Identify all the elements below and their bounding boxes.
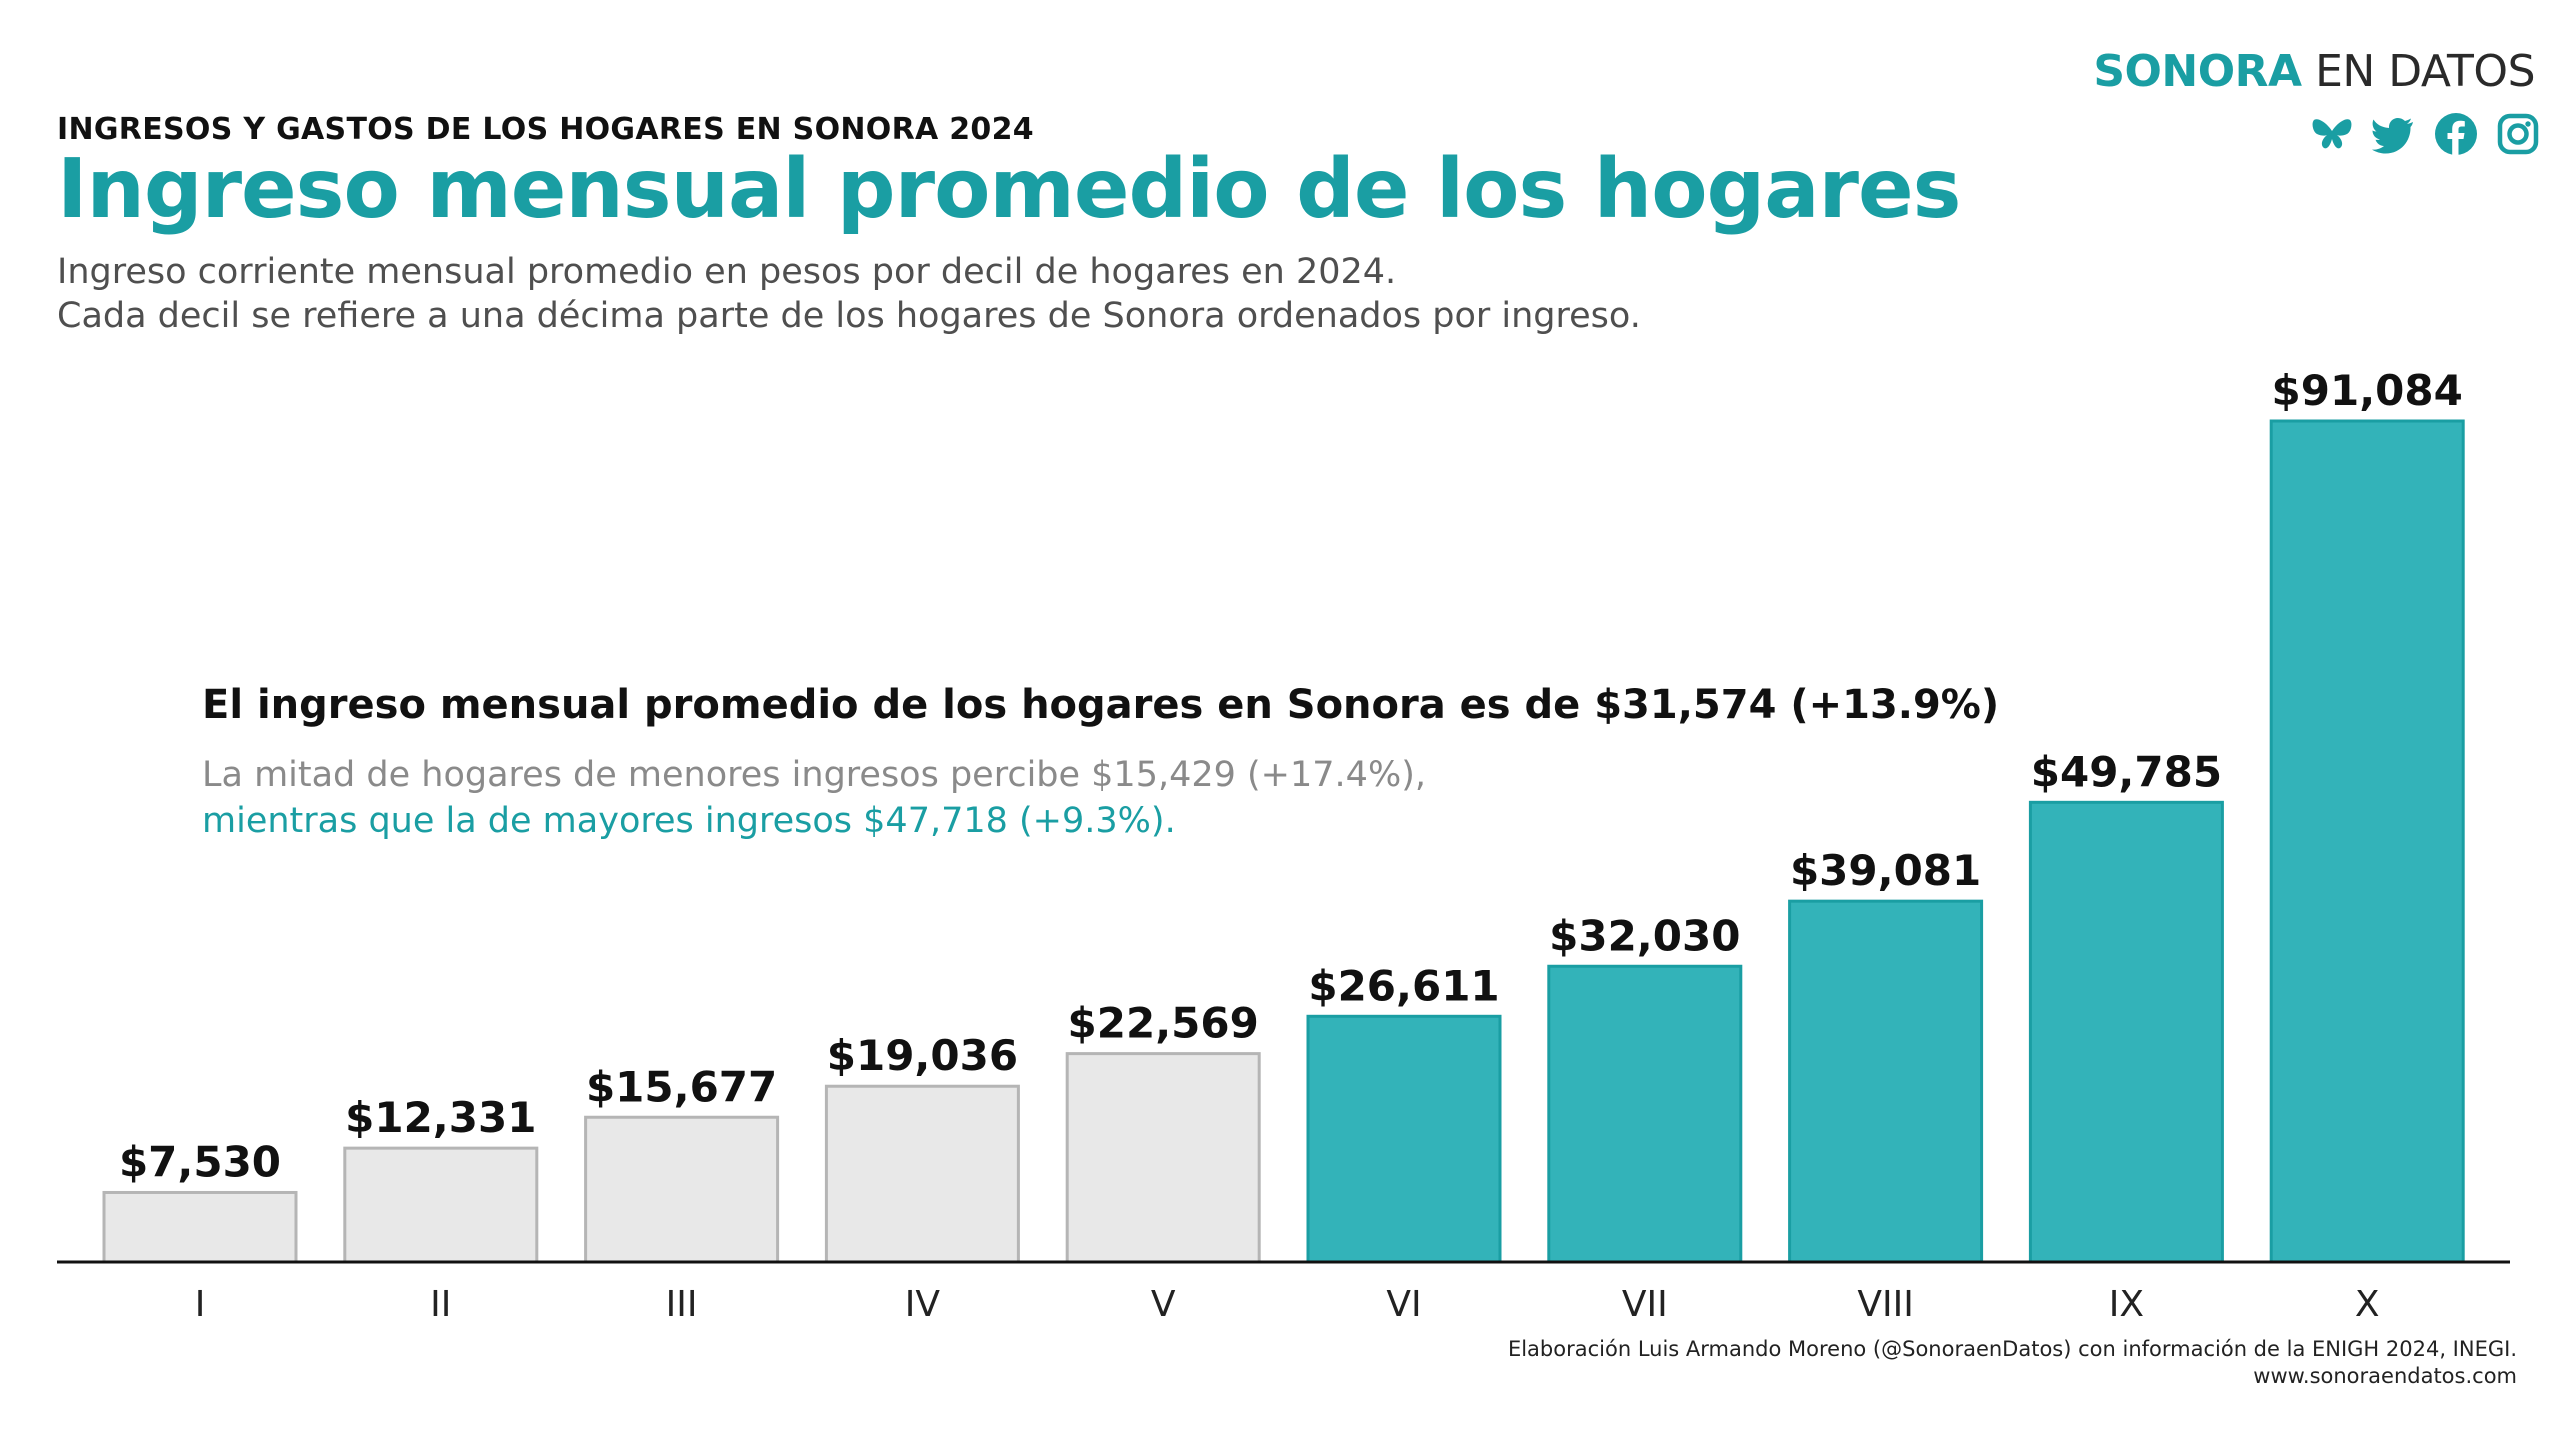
brand-logo: SONORA EN DATOS — [2093, 46, 2535, 97]
brand-name-part-1: SONORA — [2093, 46, 2302, 97]
bar-X — [2269, 419, 2465, 1264]
callout-line-lower-half: La mitad de hogares de menores ingresos … — [202, 755, 1426, 795]
tick-label-II: II — [430, 1284, 451, 1325]
subtitle-line-2: Cada decil se refiere a una décima parte… — [57, 296, 1641, 336]
bar-II — [343, 1146, 539, 1264]
butterfly-icon[interactable] — [2310, 112, 2354, 156]
data-label-I: $7,530 — [119, 1137, 281, 1186]
bar-I — [102, 1190, 298, 1264]
callout-line-upper-half: mientras que la de mayores ingresos $47,… — [202, 801, 1176, 841]
data-label-V: $22,569 — [1068, 999, 1259, 1048]
callout-headline: El ingreso mensual promedio de los hogar… — [202, 682, 2000, 728]
tick-label-V: V — [1151, 1284, 1176, 1325]
chart-title: Ingreso mensual promedio de los hogares — [57, 142, 1961, 237]
source-note: Elaboración Luis Armando Moreno (@Sonora… — [1508, 1336, 2517, 1390]
tick-label-IX: IX — [2109, 1284, 2144, 1325]
tick-label-VII: VII — [1622, 1284, 1668, 1325]
data-label-VII: $32,030 — [1549, 911, 1740, 960]
bar-III — [584, 1115, 780, 1264]
data-label-VIII: $39,081 — [1790, 846, 1981, 895]
subtitle-line-1: Ingreso corriente mensual promedio en pe… — [57, 252, 1397, 292]
bar-VII — [1547, 964, 1743, 1264]
social-links — [2310, 112, 2540, 156]
tick-label-X: X — [2355, 1284, 2380, 1325]
bar-V — [1065, 1052, 1261, 1264]
bar-VI — [1306, 1014, 1502, 1264]
data-label-VI: $26,611 — [1308, 961, 1499, 1010]
tick-label-I: I — [195, 1284, 206, 1325]
tick-label-VI: VI — [1386, 1284, 1421, 1325]
bar-VIII — [1788, 899, 1984, 1264]
brand-name-part-2: EN DATOS — [2301, 46, 2535, 97]
twitter-icon[interactable] — [2372, 112, 2416, 156]
data-label-III: $15,677 — [586, 1062, 777, 1111]
data-label-IV: $19,036 — [827, 1031, 1018, 1080]
data-label-IX: $49,785 — [2031, 747, 2222, 796]
data-label-X: $91,084 — [2272, 366, 2463, 415]
chart-kicker: INGRESOS Y GASTOS DE LOS HOGARES EN SONO… — [57, 112, 1034, 147]
callout-text: La mitad de hogares de menores ingresos … — [202, 752, 1426, 844]
bar-IX — [2028, 800, 2224, 1264]
tick-label-IV: IV — [905, 1284, 941, 1325]
data-label-II: $12,331 — [345, 1093, 536, 1142]
instagram-icon[interactable] — [2496, 112, 2540, 156]
tick-label-III: III — [666, 1284, 698, 1325]
facebook-icon[interactable] — [2434, 112, 2478, 156]
chart-subtitle: Ingreso corriente mensual promedio en pe… — [57, 250, 1641, 338]
source-credit: Elaboración Luis Armando Moreno (@Sonora… — [1507, 1337, 2517, 1361]
tick-label-VIII: VIII — [1857, 1284, 1913, 1325]
source-url: www.sonoraendatos.com — [2253, 1364, 2517, 1388]
bar-IV — [824, 1084, 1020, 1264]
